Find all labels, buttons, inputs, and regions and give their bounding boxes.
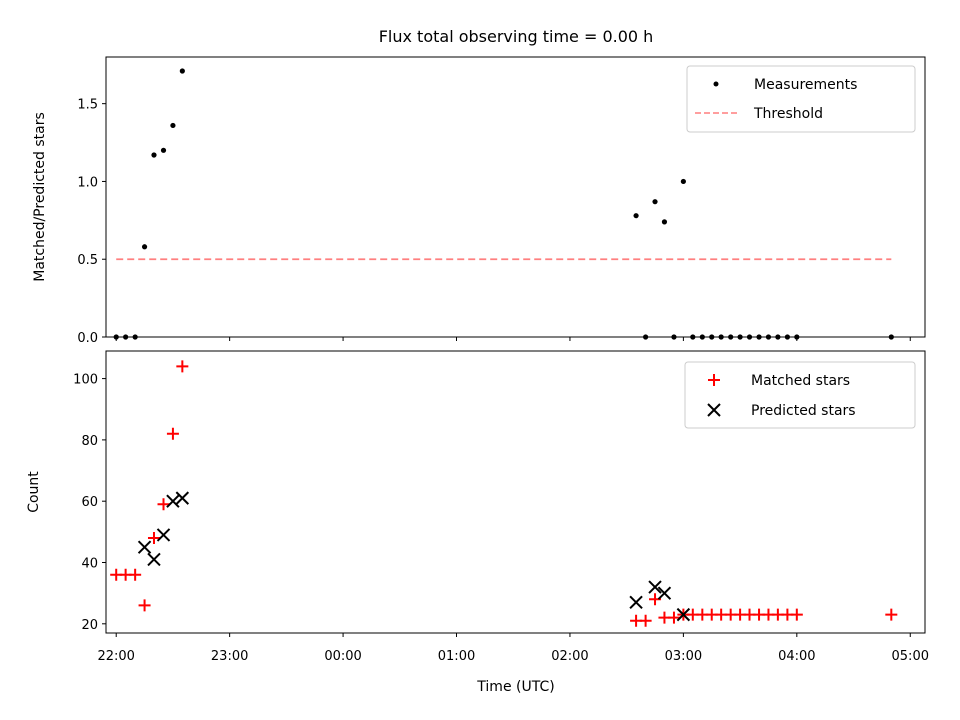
x-tick-label: 04:00	[778, 649, 815, 664]
measurement-point	[170, 122, 176, 129]
bottom-y-tick-label: 80	[81, 434, 98, 449]
top-panel: Flux total observing time = 0.00 h 0.00.…	[32, 27, 926, 346]
measurement-point	[633, 213, 639, 219]
bottom-y-tick-label: 100	[73, 373, 98, 388]
predicted-star-point	[147, 552, 161, 567]
x-tick-label: 05:00	[892, 649, 929, 664]
bottom-y-tick-label: 20	[81, 618, 98, 633]
predicted-star-point	[657, 586, 672, 600]
predicted-star-point	[676, 607, 691, 622]
x-tick-label: 22:00	[97, 649, 134, 664]
bottom-legend-frame	[684, 361, 916, 429]
matched-star-point	[147, 531, 160, 544]
top-y-tick-label: 1.0	[77, 175, 98, 190]
matched-star-point	[885, 608, 898, 621]
matched-star-point	[138, 599, 151, 612]
top-y-tick-label: 1.5	[77, 98, 98, 113]
legend-threshold-label: Threshold	[753, 106, 823, 122]
measurement-point	[179, 68, 185, 74]
legend-matched-label: Matched stars	[751, 373, 850, 389]
x-tick-label: 01:00	[438, 649, 475, 664]
x-tick-label: 00:00	[324, 649, 361, 664]
legend-measurements-marker	[713, 81, 719, 87]
matched-star-point	[667, 611, 680, 624]
matched-star-point	[176, 360, 189, 373]
top-y-tick-label: 0.5	[77, 253, 98, 268]
top-y-ticks: 0.0 0.5 1.0 1.5	[77, 98, 106, 346]
bottom-y-ticks: 20 40 60 80 100	[73, 373, 106, 633]
measurement-point	[151, 152, 157, 158]
legend-predicted-label: Predicted stars	[751, 403, 856, 419]
bottom-plot-area	[110, 360, 898, 627]
x-axis-label: Time (UTC)	[476, 679, 554, 695]
matched-star-point	[166, 427, 179, 440]
bottom-panel: 20 40 60 80 100 22:00 23:00 00:00 01:00 02:00 03:…	[26, 350, 929, 695]
top-legend-frame	[686, 65, 916, 133]
bottom-x-ticks: 22:00 23:00 00:00 01:00 02:00 03:00 04:00 05:00	[97, 633, 929, 664]
measurement-point	[680, 178, 686, 185]
bottom-y-tick-label: 40	[81, 557, 98, 572]
predicted-star-point	[629, 595, 643, 610]
top-y-axis-label: Matched/Predicted stars	[32, 112, 48, 282]
predicted-star-point	[156, 528, 171, 542]
legend-matched-marker	[708, 374, 720, 386]
chart-title: Flux total observing time = 0.00 h	[379, 27, 654, 46]
bottom-y-axis-label: Count	[26, 471, 42, 513]
x-tick-label: 03:00	[665, 649, 702, 664]
predicted-star-point	[175, 491, 190, 505]
bottom-y-tick-label: 60	[81, 495, 98, 510]
measurement-point	[652, 199, 658, 205]
top-y-tick-label: 0.0	[77, 331, 98, 346]
matched-star-point	[157, 498, 170, 511]
bottom-axes-frame	[105, 350, 926, 634]
predicted-star-point	[648, 580, 662, 594]
top-x-ticks	[115, 337, 911, 341]
bottom-legend: Matched stars Predicted stars	[684, 361, 916, 429]
legend-measurements-label: Measurements	[754, 77, 857, 93]
measurement-point	[160, 147, 167, 153]
matched-star-point	[129, 568, 142, 581]
predicted-star-point	[137, 540, 152, 554]
top-axes-frame	[105, 56, 926, 338]
measurement-point	[141, 244, 148, 250]
x-tick-label: 23:00	[211, 649, 248, 664]
measurement-point	[661, 219, 668, 225]
matched-star-point	[790, 608, 803, 621]
predicted-star-point	[166, 494, 180, 508]
legend-predicted-marker	[707, 403, 721, 417]
x-tick-label: 02:00	[551, 649, 588, 664]
top-legend: Measurements Threshold	[686, 65, 916, 133]
matched-star-point	[639, 614, 652, 627]
